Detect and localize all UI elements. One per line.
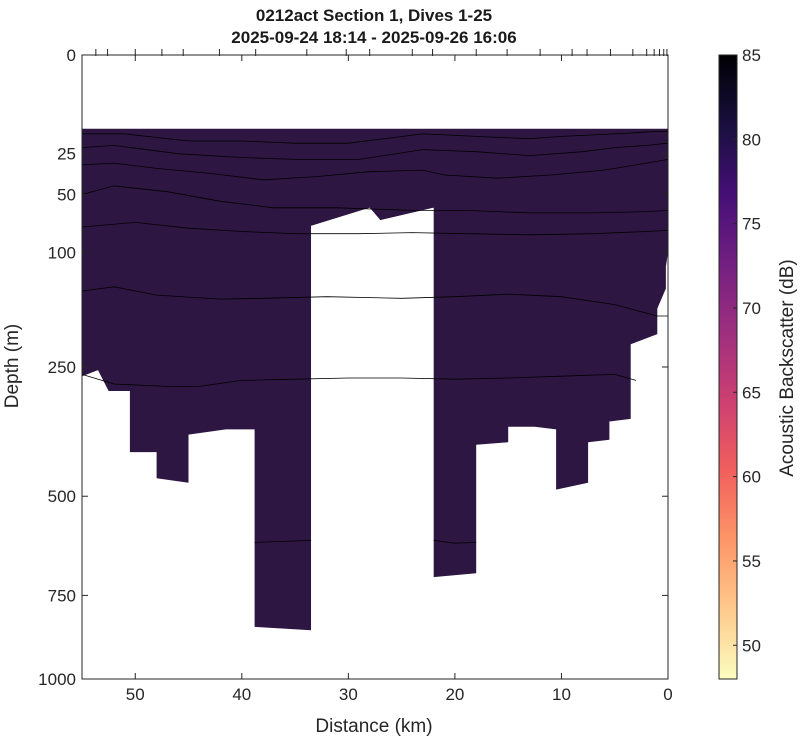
x-tick-label-50: 50: [126, 685, 145, 704]
backscatter-data-region: [82, 128, 668, 631]
y-tick-label-1000: 1000: [38, 670, 76, 689]
x-tick-label-40: 40: [232, 685, 251, 704]
chart-title-line-2: 2025-09-24 18:14 - 2025-09-26 16:06: [231, 28, 516, 47]
colorbar-tick-label-70: 70: [742, 299, 761, 318]
contour-line-1: [82, 130, 668, 144]
y-tick-label-750: 750: [48, 586, 76, 605]
x-tick-label-30: 30: [339, 685, 358, 704]
colorbar-tick-label-65: 65: [742, 383, 761, 402]
colorbar: 50 55 60 65 70 75 80 85: [718, 46, 761, 680]
colorbar-tick-label-80: 80: [742, 130, 761, 149]
chart-title-line-1: 0212act Section 1, Dives 1-25: [256, 6, 492, 25]
colorbar-label: Acoustic Backscatter (dB): [777, 259, 798, 477]
contour-line-3: [81, 159, 669, 181]
y-tick-label-0: 0: [67, 46, 76, 65]
x-tick-label-20: 20: [445, 685, 464, 704]
contour-line-8: [254, 540, 312, 543]
colorbar-tick-label-85: 85: [742, 46, 761, 65]
y-tick-label-50: 50: [57, 186, 76, 205]
colorbar-tick-label-55: 55: [742, 552, 761, 571]
colorbar-tick-label-75: 75: [742, 215, 761, 234]
y-tick-label-25: 25: [57, 145, 76, 164]
x-axis-label: Distance (km): [315, 716, 432, 737]
contour-line-4: [81, 185, 669, 214]
colorbar-scale: [718, 54, 738, 680]
y-tick-label-100: 100: [48, 243, 76, 262]
colorbar-tick-label-50: 50: [742, 636, 761, 655]
data-gap-region: [311, 207, 434, 680]
x-tick-label-0: 0: [663, 685, 672, 704]
contour-line-5: [81, 221, 669, 236]
contour-line-6: [81, 286, 668, 317]
contour-line-7: [81, 373, 637, 387]
contour-line-2: [81, 142, 669, 160]
y-tick-label-250: 250: [48, 358, 76, 377]
y-tick-label-500: 500: [48, 487, 76, 506]
x-tick-label-10: 10: [552, 685, 571, 704]
y-axis-label: Depth (m): [2, 324, 23, 408]
colorbar-tick-label-60: 60: [742, 468, 761, 487]
contour-line-9: [433, 540, 477, 544]
